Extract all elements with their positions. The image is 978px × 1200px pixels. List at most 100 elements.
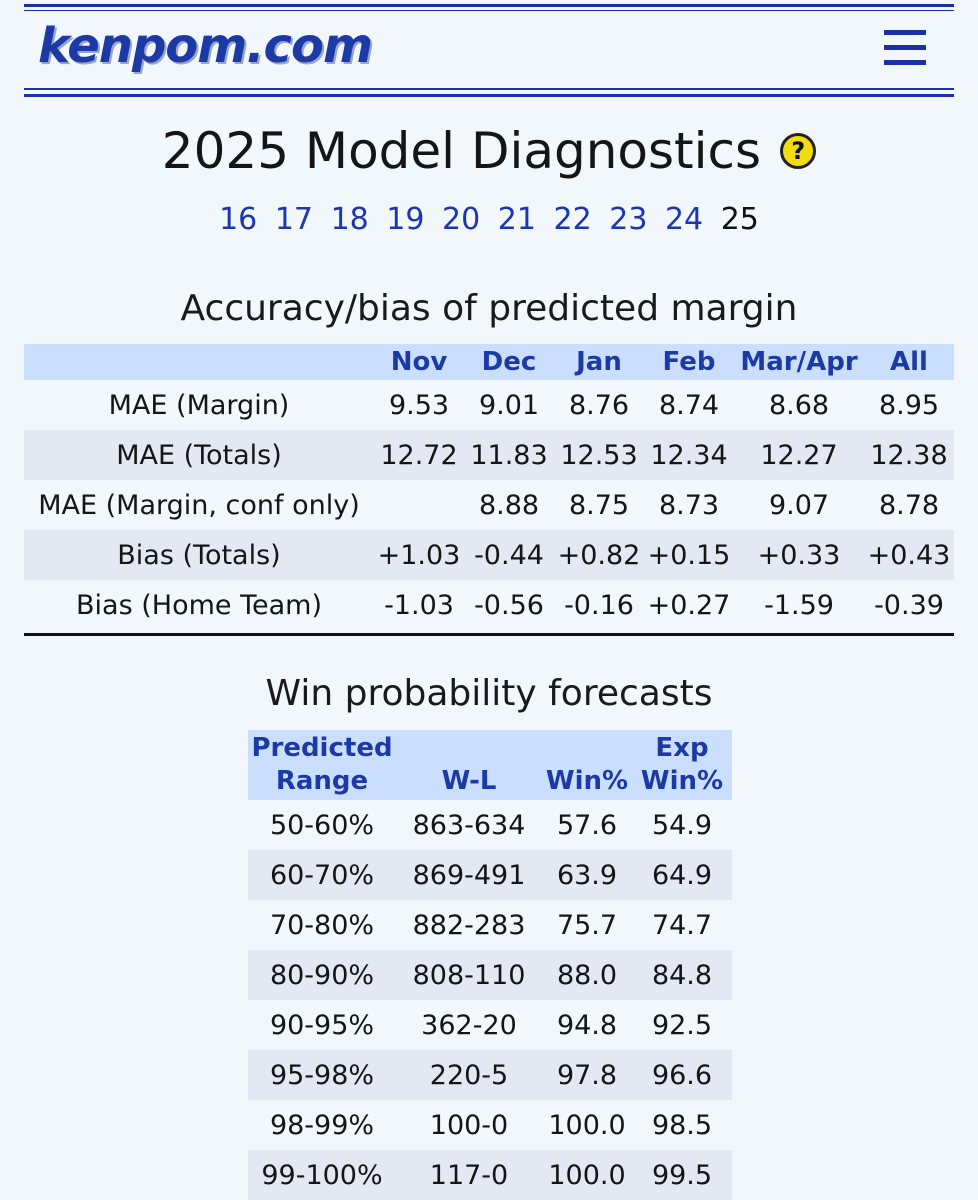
table-cell: 808-110 (396, 950, 542, 1000)
table-cell: -0.44 (464, 530, 554, 580)
table-cell: +0.82 (554, 530, 644, 580)
table-row: Bias (Home Team) -1.03 -0.56 -0.16 +0.27 -1.5… (24, 580, 954, 630)
accuracy-col-label (24, 344, 374, 380)
table-cell: 94.8 (556, 1009, 618, 1041)
hamburger-menu-icon[interactable] (884, 30, 926, 66)
table-cell: 98.5 (651, 1109, 713, 1141)
table-cell: 54.9 (651, 809, 713, 841)
accuracy-col-marapr: Mar/Apr (734, 344, 864, 380)
table-cell: 8.74 (658, 389, 720, 421)
table-row: 90-95% 362-20 94.8 92.5 (248, 1000, 732, 1050)
table-cell: 362-20 (421, 1009, 517, 1041)
header-bottom-rule-thick (24, 94, 954, 97)
accuracy-col-feb: Feb (644, 344, 734, 380)
table-cell: 12.27 (734, 430, 864, 480)
table-cell: 117-0 (396, 1150, 542, 1200)
table-cell: 8.68 (768, 389, 830, 421)
range-label: 90-95% (269, 1009, 375, 1041)
table-cell: -0.56 (474, 589, 544, 621)
year-link-16[interactable]: 16 (219, 202, 258, 237)
accuracy-table: Nov Dec Jan Feb Mar/Apr All MAE (Margin)… (24, 344, 954, 630)
range-label: 60-70% (248, 850, 396, 900)
year-link-20[interactable]: 20 (442, 202, 481, 237)
range-label: 99-100% (248, 1150, 396, 1200)
table-row: 95-98% 220-5 97.8 96.6 (248, 1050, 732, 1100)
range-label: 95-98% (248, 1050, 396, 1100)
win-col-winpct: Win% (542, 730, 632, 800)
page-title: 2025 Model Diagnostics (161, 122, 762, 180)
table-row: Bias (Totals) +1.03 -0.44 +0.82 +0.15 +0.33 +0… (24, 530, 954, 580)
win-prob-table: Predicted Range W-L Win% Exp Win% 50-60% 86… (248, 730, 732, 1200)
table-cell: -0.16 (564, 589, 634, 621)
year-link-19[interactable]: 19 (386, 202, 425, 237)
header-bottom-rule (24, 88, 954, 90)
table-cell: 75.7 (556, 909, 618, 941)
table-cell: -1.03 (384, 589, 454, 621)
range-label: 70-80% (269, 909, 375, 941)
table-cell: 88.0 (542, 950, 632, 1000)
table-cell: 12.72 (374, 430, 464, 480)
row-label: Bias (Home Team) (76, 589, 322, 621)
table-cell: 92.5 (651, 1009, 713, 1041)
table-cell: 12.34 (644, 430, 734, 480)
site-logo[interactable]: kenpom.com (38, 18, 373, 74)
win-prob-section-title: Win probability forecasts (265, 673, 713, 714)
year-link-23[interactable]: 23 (609, 202, 648, 237)
accuracy-section-title: Accuracy/bias of predicted margin (180, 288, 798, 329)
table-cell: 11.83 (464, 430, 554, 480)
table-row: 98-99% 100-0 100.0 98.5 (248, 1100, 732, 1150)
table-cell: 863-634 (412, 809, 526, 841)
table-cell: -0.39 (874, 589, 944, 621)
table-cell: 64.9 (632, 850, 732, 900)
table-cell: 9.53 (388, 389, 450, 421)
table-row: 70-80% 882-283 75.7 74.7 (248, 900, 732, 950)
year-link-21[interactable]: 21 (497, 202, 536, 237)
table-cell: +0.15 (644, 530, 734, 580)
table-cell: 63.9 (542, 850, 632, 900)
accuracy-col-all: All (864, 344, 954, 380)
table-cell: 220-5 (396, 1050, 542, 1100)
table-cell: 97.8 (542, 1050, 632, 1100)
header-top-rule (24, 4, 954, 7)
table-row: 80-90% 808-110 88.0 84.8 (248, 950, 732, 1000)
header-top-rule-thin (24, 10, 954, 11)
win-col-range: Predicted Range (248, 730, 396, 800)
title-row: 2025 Model Diagnostics ? (0, 122, 978, 180)
year-link-24[interactable]: 24 (664, 202, 704, 237)
table-cell: 882-283 (412, 909, 526, 941)
year-link-22[interactable]: 22 (553, 202, 592, 237)
table-cell: 869-491 (396, 850, 542, 900)
current-year: 25 (720, 202, 759, 237)
table-cell: +1.03 (374, 530, 464, 580)
site-header: kenpom.com (0, 0, 978, 100)
table-cell: 84.8 (632, 950, 732, 1000)
table-cell (374, 480, 464, 530)
row-label: MAE (Margin) (108, 389, 290, 421)
win-prob-header-row: Predicted Range W-L Win% Exp Win% (248, 730, 732, 800)
year-link-18[interactable]: 18 (330, 202, 369, 237)
table-cell: 8.76 (568, 389, 630, 421)
table-cell: 12.38 (864, 430, 954, 480)
help-icon[interactable]: ? (780, 133, 817, 169)
accuracy-header-row: Nov Dec Jan Feb Mar/Apr All (24, 344, 954, 380)
table-row: MAE (Margin, conf only) 8.88 8.75 8.73 9.07 8… (24, 480, 954, 530)
table-row: MAE (Totals) 12.72 11.83 12.53 12.34 12.27 12.… (24, 430, 954, 480)
table-cell: 100.0 (548, 1109, 626, 1141)
year-link-17[interactable]: 17 (274, 202, 314, 237)
table-cell: 96.6 (632, 1050, 732, 1100)
range-label: 80-90% (248, 950, 396, 1000)
table-row: 60-70% 869-491 63.9 64.9 (248, 850, 732, 900)
row-label: Bias (Totals) (24, 530, 374, 580)
year-nav: 16 17 18 19 20 21 22 23 24 25 (0, 202, 978, 237)
table-cell: 74.7 (651, 909, 713, 941)
table-cell: 8.95 (878, 389, 940, 421)
table-cell: 9.07 (768, 489, 830, 521)
table-cell: 100.0 (542, 1150, 632, 1200)
accuracy-col-nov: Nov (374, 344, 464, 380)
range-label: 98-99% (269, 1109, 375, 1141)
accuracy-table-bottom-rule (24, 633, 954, 636)
range-label: 50-60% (269, 809, 375, 841)
row-label: MAE (Margin, conf only) (38, 489, 360, 521)
win-col-exp-winpct: Exp Win% (632, 730, 732, 800)
table-cell: 12.53 (554, 430, 644, 480)
